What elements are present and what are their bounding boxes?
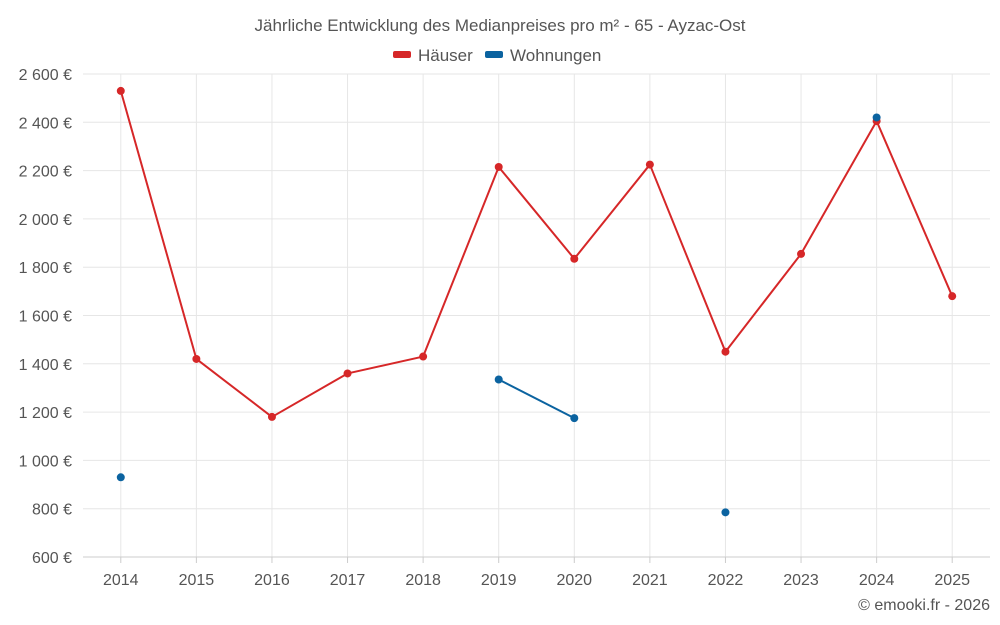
data-point-haeuser[interactable] xyxy=(645,160,654,169)
legend-label-haeuser: Häuser xyxy=(418,46,473,65)
y-tick-label: 800 € xyxy=(32,502,72,519)
data-point-haeuser[interactable] xyxy=(948,292,957,301)
data-point-haeuser[interactable] xyxy=(267,412,276,421)
y-tick-label: 2 200 € xyxy=(19,164,72,181)
x-tick-label: 2017 xyxy=(330,572,366,589)
x-tick-label: 2022 xyxy=(708,572,744,589)
x-tick-label: 2016 xyxy=(254,572,290,589)
legend-swatch-wohnungen xyxy=(485,51,503,58)
legend-label-wohnungen: Wohnungen xyxy=(510,46,601,65)
x-tick-label: 2021 xyxy=(632,572,668,589)
credit: © emooki.fr - 2026 xyxy=(858,597,990,614)
data-point-wohnungen[interactable] xyxy=(494,375,503,384)
data-point-haeuser[interactable] xyxy=(116,86,125,95)
y-tick-label: 2 400 € xyxy=(19,115,72,132)
y-tick-label: 1 600 € xyxy=(19,309,72,326)
data-point-wohnungen[interactable] xyxy=(116,473,125,482)
chart-title: Jährliche Entwicklung des Medianpreises … xyxy=(255,16,746,35)
y-tick-label: 1 400 € xyxy=(19,357,72,374)
x-tick-label: 2019 xyxy=(481,572,517,589)
data-point-haeuser[interactable] xyxy=(419,352,428,361)
data-point-haeuser[interactable] xyxy=(797,249,806,258)
y-tick-label: 2 000 € xyxy=(19,212,72,229)
y-tick-label: 1 000 € xyxy=(19,453,72,470)
x-axis: 2014 2015 2016 2017 2018 2019 2020 2021 2022 2023… xyxy=(83,556,990,589)
legend-item-wohnungen[interactable]: Wohnungen xyxy=(485,46,601,65)
data-point-wohnungen[interactable] xyxy=(872,113,881,122)
data-point-haeuser[interactable] xyxy=(494,162,503,171)
series-line-haeuser xyxy=(119,90,954,418)
data-point-haeuser[interactable] xyxy=(192,354,201,363)
series-line-wohnungen xyxy=(498,378,575,420)
y-tick-label: 1 200 € xyxy=(19,405,72,422)
y-axis: 600 € 800 € 1 000 € 1 200 € 1 400 € 1 600 € 1 … xyxy=(19,67,72,567)
data-point-wohnungen[interactable] xyxy=(721,508,730,517)
data-point-haeuser[interactable] xyxy=(343,369,352,378)
x-tick-label: 2023 xyxy=(783,572,819,589)
x-tick-label: 2024 xyxy=(859,572,895,589)
data-point-haeuser[interactable] xyxy=(570,254,579,263)
x-tick-label: 2020 xyxy=(556,572,592,589)
series-layer xyxy=(116,86,957,517)
legend-item-haeuser[interactable]: Häuser xyxy=(393,46,473,65)
data-point-wohnungen[interactable] xyxy=(570,414,579,423)
legend: Häuser Wohnungen xyxy=(393,46,601,65)
y-tick-label: 2 600 € xyxy=(19,67,72,84)
x-tick-label: 2015 xyxy=(179,572,215,589)
y-tick-label: 1 800 € xyxy=(19,260,72,277)
x-tick-label: 2014 xyxy=(103,572,139,589)
x-tick-label: 2025 xyxy=(934,572,970,589)
grid xyxy=(83,73,990,557)
data-point-haeuser[interactable] xyxy=(721,347,730,356)
legend-swatch-haeuser xyxy=(393,51,411,58)
x-tick-label: 2018 xyxy=(405,572,441,589)
y-tick-label: 600 € xyxy=(32,550,72,567)
